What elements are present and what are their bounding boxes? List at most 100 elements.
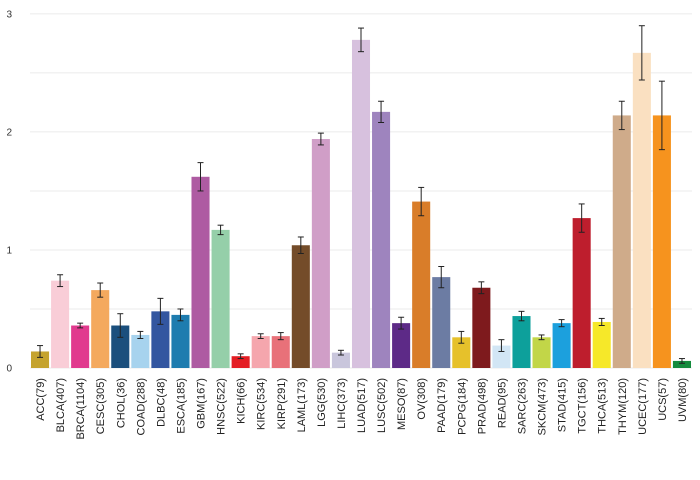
x-tick-label: TGCT(156)	[577, 378, 589, 434]
bar-ov	[412, 201, 431, 368]
bar-hnsc	[211, 229, 230, 368]
y-tick-label: 1	[6, 245, 12, 256]
x-tick-label: PCPG(184)	[456, 378, 468, 435]
x-tick-label: LAML(173)	[296, 378, 308, 432]
error-bar	[77, 322, 84, 329]
x-tick-label: CESC(305)	[95, 378, 107, 434]
error-bar	[578, 203, 585, 233]
x-tick-label: PRAD(498)	[476, 378, 488, 434]
error-bar	[197, 162, 204, 192]
error-bar	[117, 313, 124, 338]
bar-lgg	[311, 139, 330, 368]
error-bar	[638, 25, 645, 81]
x-tick-label: LUAD(517)	[356, 378, 368, 433]
error-bar	[598, 317, 605, 327]
error-bar	[518, 310, 525, 322]
bar-gbm	[191, 176, 210, 368]
error-bar	[297, 236, 304, 255]
error-bar	[237, 353, 244, 360]
y-tick-label: 3	[6, 9, 12, 20]
bar-esca	[171, 314, 190, 368]
bar-brca	[71, 325, 90, 368]
bars	[31, 39, 691, 369]
x-tick-label: KIRC(534)	[256, 378, 268, 430]
error-bar	[678, 358, 685, 364]
error-bar	[398, 316, 405, 330]
bar-pcpg	[452, 337, 471, 368]
error-bar	[217, 224, 224, 236]
error-bar	[97, 282, 104, 298]
x-tick-label: THYM(120)	[617, 378, 629, 435]
y-tick-label: 0	[6, 364, 12, 375]
bar-kirc	[251, 336, 270, 368]
x-tick-label: THCA(513)	[597, 378, 609, 434]
error-bar	[257, 333, 264, 339]
error-bar	[358, 27, 364, 53]
x-tick-label: LUSC(502)	[376, 378, 388, 433]
bar-stad	[552, 323, 571, 368]
bar-kich	[231, 356, 250, 368]
x-tick-label: PAAD(179)	[436, 378, 448, 433]
x-tick-label: LIHC(373)	[336, 378, 348, 429]
error-bar	[558, 319, 565, 328]
x-tick-label: READ(95)	[496, 378, 508, 428]
error-bar	[157, 297, 164, 325]
x-tick-label: BLCA(407)	[55, 378, 67, 432]
x-tick-label: HNSC(522)	[216, 378, 228, 435]
bar-skcm	[532, 337, 551, 368]
bar-lusc	[372, 111, 391, 369]
bar-tgct	[572, 218, 591, 368]
error-bar	[438, 265, 445, 289]
bar-acc	[31, 351, 50, 368]
bar-read	[492, 345, 511, 368]
error-bar	[317, 132, 324, 146]
x-tick-label: ESCA(185)	[175, 378, 187, 434]
x-tick-label: KIRP(291)	[276, 378, 288, 429]
bar-kirp	[271, 336, 290, 368]
x-tick-label: MESO(87)	[396, 378, 408, 430]
x-tick-label: OV(308)	[416, 378, 428, 420]
error-bar	[418, 186, 425, 217]
bar-prad	[472, 287, 491, 368]
error-bar	[378, 100, 385, 123]
error-bar	[337, 349, 344, 356]
error-bars	[37, 25, 685, 364]
bar-thca	[592, 321, 611, 368]
x-tick-label: DLBC(48)	[155, 378, 167, 427]
x-tick-label: BRCA(1104)	[75, 378, 87, 440]
bar-paad	[432, 277, 451, 368]
bar-luad	[351, 39, 371, 369]
x-tick-label: SARC(263)	[516, 378, 528, 434]
x-tick-label: UVM(80)	[677, 378, 689, 422]
x-tick-label: COAD(288)	[135, 378, 147, 435]
error-bar	[57, 274, 64, 288]
bar-uvm	[672, 360, 691, 368]
x-axis-labels: ACC(79) BLCA(407) BRCA(1104) CESC(305) CHOL(…	[35, 378, 689, 440]
bar-blca	[51, 280, 70, 368]
error-bar	[658, 80, 665, 151]
y-axis-ticks: 0 1 2 3	[6, 9, 12, 374]
bar-meso	[392, 323, 411, 368]
bar-laml	[291, 245, 310, 368]
x-tick-label: ACC(79)	[35, 378, 47, 421]
y-tick-label: 2	[6, 127, 12, 138]
error-bar	[478, 281, 485, 295]
error-bar	[618, 100, 625, 131]
bar-thym	[612, 115, 631, 368]
bar-coad	[131, 334, 150, 368]
error-bar	[37, 345, 44, 358]
bar-lihc	[331, 352, 350, 368]
bar-cesc	[91, 290, 110, 368]
error-bar	[458, 330, 465, 344]
x-tick-label: STAD(415)	[557, 378, 569, 432]
error-bar	[538, 334, 545, 341]
bar-ucec	[632, 52, 651, 369]
x-tick-label: CHOL(36)	[115, 378, 127, 428]
bar-chol	[111, 325, 130, 368]
error-bar	[277, 332, 284, 341]
x-tick-label: KICH(66)	[236, 378, 248, 424]
error-bar	[137, 330, 144, 339]
x-tick-label: UCS(57)	[657, 378, 669, 421]
